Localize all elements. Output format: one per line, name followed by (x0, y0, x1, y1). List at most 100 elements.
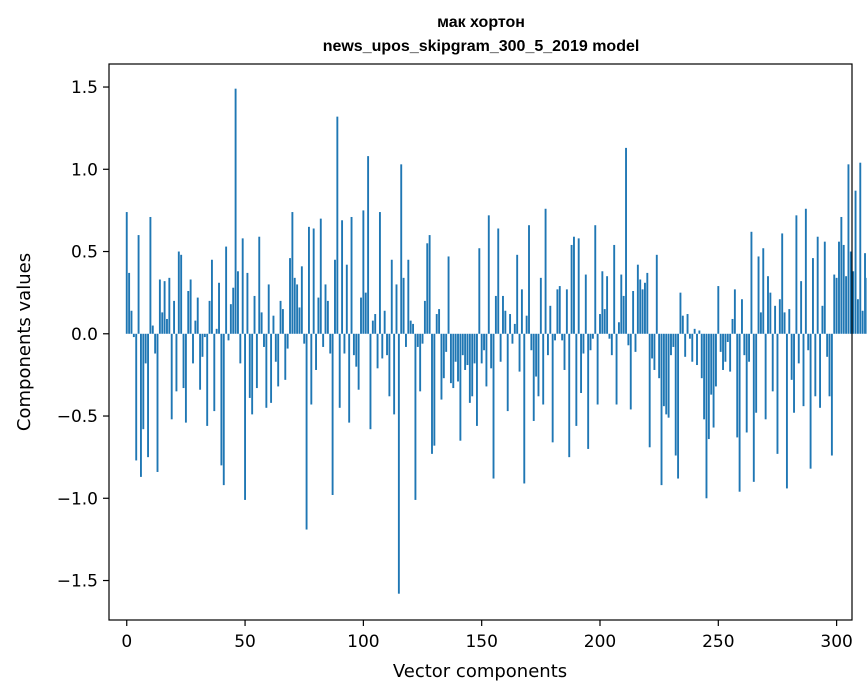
bar-114 (395, 284, 398, 334)
bar-113 (393, 333, 396, 415)
bar-253 (724, 333, 727, 362)
bar-300 (835, 277, 838, 334)
bar-72 (296, 284, 299, 334)
bar-95 (350, 216, 353, 334)
bar-147 (473, 333, 476, 364)
bar-193 (582, 333, 585, 354)
bar-254 (726, 333, 729, 342)
bar-234 (679, 292, 682, 334)
bar-100 (362, 210, 365, 334)
bar-80 (315, 333, 317, 370)
bar-117 (402, 277, 405, 334)
bar-78 (310, 333, 313, 405)
x-axis-ticks: 0 50 100 150 200 250 300 (121, 620, 853, 652)
bars (125, 88, 867, 594)
bar-199 (596, 333, 599, 405)
bar-19 (170, 333, 173, 420)
bar-207 (615, 333, 618, 405)
bar-259 (738, 333, 741, 492)
bar-270 (764, 333, 767, 420)
bar-236 (684, 333, 687, 357)
bar-208 (617, 322, 620, 334)
bar-164 (513, 323, 516, 334)
bar-243 (700, 333, 703, 379)
bar-120 (409, 320, 412, 334)
bar-150 (480, 333, 483, 364)
x-tick-label: 50 (234, 632, 256, 652)
bar-108 (381, 333, 384, 359)
bar-309 (856, 299, 859, 334)
bar-167 (520, 289, 523, 334)
bar-198 (594, 225, 597, 334)
bar-176 (542, 333, 545, 405)
bar-195 (587, 333, 590, 449)
bar-196 (589, 333, 592, 351)
bar-190 (575, 333, 578, 426)
bar-175 (539, 277, 542, 334)
bar-272 (769, 292, 772, 334)
bar-247 (710, 333, 713, 395)
bar-68 (286, 333, 289, 349)
bar-218 (641, 289, 644, 334)
bar-295 (823, 241, 826, 334)
bar-21 (175, 333, 178, 392)
bar-241 (696, 333, 698, 366)
bar-268 (759, 312, 762, 334)
bar-51 (246, 272, 249, 334)
bar-215 (634, 333, 637, 352)
bar-76 (305, 333, 308, 530)
bar-303 (842, 244, 845, 334)
bar-178 (546, 333, 549, 356)
bar-47 (237, 271, 239, 334)
bar-87 (331, 333, 334, 495)
bar-168 (523, 333, 526, 484)
bar-249 (714, 333, 717, 387)
bar-296 (826, 333, 829, 357)
bar-115 (397, 333, 400, 594)
bar-107 (378, 212, 381, 334)
bar-148 (476, 333, 478, 426)
bar-37 (213, 333, 216, 412)
bar-166 (518, 333, 521, 372)
bar-139 (454, 333, 457, 362)
bar-191 (577, 238, 580, 334)
bar-182 (556, 289, 559, 334)
x-tick-label: 0 (121, 632, 132, 652)
bar-71 (293, 277, 296, 334)
bar-301 (838, 241, 840, 334)
bar-265 (752, 333, 755, 482)
bar-83 (322, 333, 325, 347)
bar-99 (360, 297, 362, 334)
bar-205 (610, 333, 613, 356)
bar-266 (755, 333, 758, 413)
bar-280 (788, 309, 791, 334)
bar-92 (343, 333, 346, 354)
bar-53 (251, 333, 254, 415)
bar-233 (677, 333, 680, 479)
bar-105 (374, 314, 377, 334)
bar-239 (691, 333, 694, 362)
bar-62 (272, 315, 275, 334)
bar-94 (348, 333, 351, 423)
bar-211 (625, 147, 627, 334)
bar-143 (464, 333, 467, 370)
bar-93 (345, 264, 348, 334)
bar-203 (606, 276, 609, 334)
bar-69 (289, 258, 291, 334)
bar-201 (601, 271, 604, 334)
bar-179 (549, 305, 552, 334)
bar-293 (819, 333, 821, 408)
bar-52 (248, 333, 251, 398)
bar-49 (241, 238, 244, 334)
bar-149 (478, 248, 481, 334)
bar-263 (748, 333, 751, 362)
bar-60 (267, 284, 270, 334)
bar-156 (494, 295, 497, 334)
bar-56 (258, 236, 261, 334)
bar-221 (648, 333, 651, 448)
bar-25 (184, 333, 187, 423)
bar-44 (229, 304, 232, 334)
bar-286 (802, 333, 805, 407)
bar-184 (561, 333, 564, 341)
x-tick-label: 300 (820, 632, 852, 652)
